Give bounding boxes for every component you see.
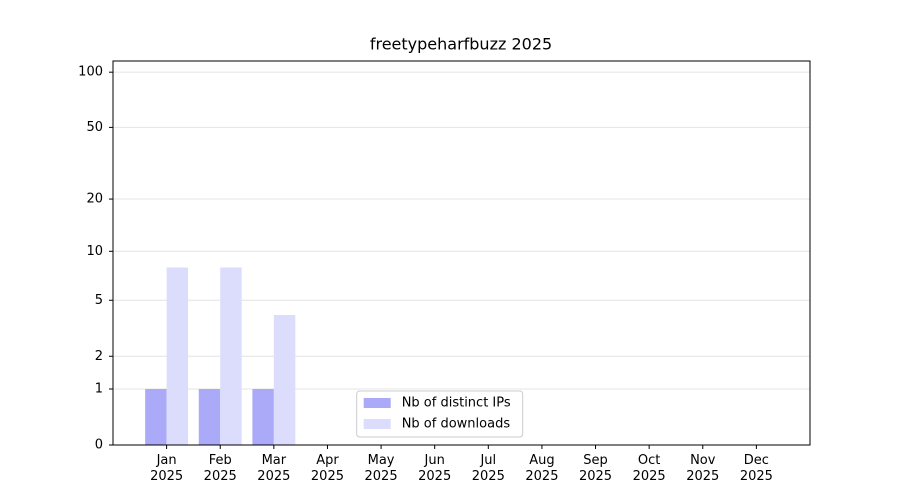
legend-label: Nb of downloads: [402, 417, 511, 432]
y-tick-label: 10: [86, 244, 103, 259]
legend-swatch: [363, 398, 391, 408]
x-tick-label: Feb 2025: [203, 453, 237, 484]
y-tick-label: 5: [95, 293, 103, 308]
x-tick-label: Jun 2025: [418, 453, 452, 484]
x-tick-label: May 2025: [364, 453, 398, 484]
legend-box: [356, 390, 524, 438]
x-tick-label: Nov 2025: [686, 453, 720, 484]
y-tick-label: 2: [95, 349, 103, 364]
bar: [252, 389, 274, 445]
chart-title: freetypeharfbuzz 2025: [370, 35, 552, 54]
x-tick-label: Dec 2025: [739, 453, 773, 484]
y-tick-label: 50: [86, 120, 103, 135]
x-tick-label: Jan 2025: [150, 453, 184, 484]
bar: [198, 389, 221, 445]
x-tick-label: Aug 2025: [525, 453, 559, 484]
x-tick-label: Mar 2025: [257, 453, 291, 484]
y-tick-label: 100: [78, 65, 103, 80]
x-tick-label: Apr 2025: [310, 453, 344, 484]
x-tick-label: Jul 2025: [471, 453, 505, 484]
y-tick-label: 0: [95, 438, 103, 453]
legend-swatch: [363, 419, 391, 429]
bar: [220, 267, 242, 445]
bar: [166, 267, 189, 445]
x-tick-label: Sep 2025: [578, 453, 613, 484]
bar: [145, 389, 167, 445]
y-tick-label: 1: [95, 382, 103, 397]
legend: Nb of distinct IPs Nb of downloads: [356, 390, 524, 438]
bar: [273, 314, 296, 445]
plot-frame: [112, 60, 811, 446]
y-tick-label: 20: [86, 192, 103, 207]
x-tick-label: Oct 2025: [632, 453, 666, 484]
legend-label: Nb of distinct IPs: [402, 396, 511, 411]
